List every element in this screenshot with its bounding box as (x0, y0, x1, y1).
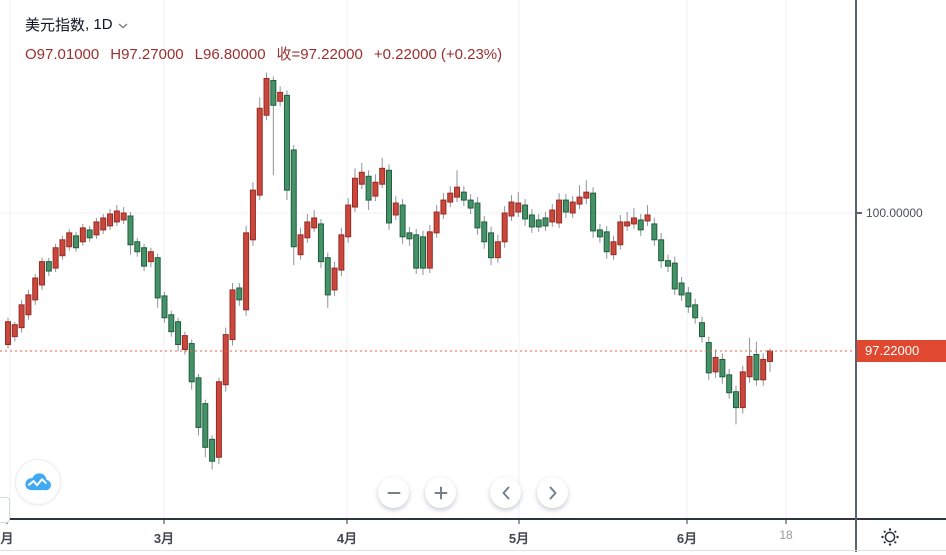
cloud-chart-icon (25, 473, 52, 491)
chart-header: 美元指数, 1D O97.01000 H97.27000 L96.80000 收=97… (25, 14, 513, 64)
partial-control-button[interactable] (0, 497, 10, 523)
time-axis-label: 5月 (508, 531, 530, 546)
price-axis-tick (856, 212, 862, 214)
chevron-left-icon (502, 486, 509, 499)
price-axis-label: 100.00000 (866, 206, 923, 220)
last-price-tag: 97.22000 (856, 340, 946, 362)
pan-left-button[interactable] (490, 477, 521, 508)
time-axis-tick (518, 520, 520, 524)
time-axis-tick (785, 520, 787, 524)
high-value: H97.27000 (110, 46, 184, 63)
time-axis-label: 6月 (676, 531, 698, 546)
time-axis-label: 月 (0, 531, 14, 546)
time-axis-label: 3月 (153, 531, 175, 546)
interval-label: , 1D (85, 16, 113, 33)
close-value: 收=97.22000 (276, 46, 363, 63)
change-percent-value: (+0.23%) (440, 46, 503, 63)
time-axis-tick (686, 520, 688, 524)
minus-icon (387, 491, 400, 494)
plus-icon (434, 486, 447, 499)
axis-settings-button[interactable] (872, 524, 908, 550)
open-value: O97.01000 (25, 46, 100, 63)
time-axis-tick (346, 520, 348, 524)
ohlc-readout: O97.01000 H97.27000 L96.80000 收=97.22000 +0.… (25, 43, 513, 64)
price-axis-line (855, 0, 857, 550)
symbol-title[interactable]: 美元指数, 1D (25, 14, 513, 35)
time-axis-label: 18 (779, 528, 793, 542)
zoom-out-button[interactable] (378, 477, 409, 508)
price-axis[interactable]: 100.00000 97.22000 (855, 0, 946, 550)
change-value: +0.22000 (373, 46, 437, 63)
cloud-chart-button[interactable] (15, 459, 61, 505)
zoom-in-button[interactable] (425, 477, 456, 508)
bottom-divider (0, 550, 946, 551)
chevron-right-icon (549, 486, 556, 499)
pan-right-button[interactable] (537, 477, 568, 508)
time-axis-label: 4月 (336, 531, 358, 546)
chevron-down-icon[interactable] (118, 23, 128, 29)
time-axis-tick (163, 520, 165, 524)
time-axis[interactable]: 月 3月 4月 5月 6月 18 (0, 518, 946, 552)
sun-icon (881, 528, 899, 546)
symbol-name: 美元指数 (25, 17, 86, 34)
low-value: L96.80000 (194, 46, 266, 63)
